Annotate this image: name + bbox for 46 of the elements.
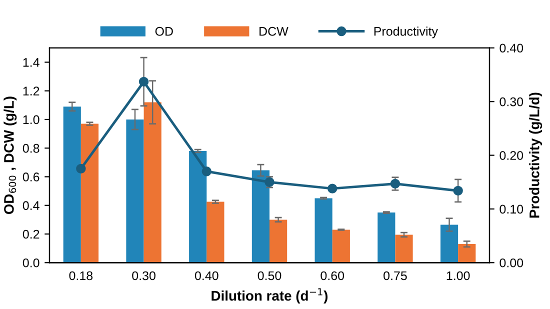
x-tick-label: 0.40 [194, 271, 218, 280]
y-tick-label: 0.6 [22, 172, 40, 182]
point [202, 166, 212, 176]
x-tick-label: 0.30 [132, 271, 156, 280]
bar [378, 212, 396, 263]
bar [252, 170, 270, 263]
bar [270, 220, 288, 263]
point [138, 76, 149, 87]
bar [144, 102, 162, 263]
bar [332, 230, 350, 263]
x-tick-label: 0.60 [320, 271, 344, 280]
point [390, 178, 400, 189]
x-tick-label: 0.50 [258, 271, 282, 280]
bar [314, 198, 332, 263]
y-tick-label: 1.0 [23, 115, 40, 124]
x-axis-title: Dilution rate (d$^{−1}$) [212, 288, 328, 304]
y-tick-label: 0.8 [22, 144, 40, 153]
legend-label: OD [155, 26, 173, 36]
y-tick-label: 0.2 [22, 230, 40, 239]
bar [189, 150, 207, 263]
y-tick-label: 1.2 [23, 86, 40, 96]
y2-axis-title: Productivity (g/L/d) [529, 92, 542, 218]
x-tick-label: 0.18 [69, 271, 93, 280]
y2-tick-label: 0.10 [500, 204, 524, 214]
point [76, 164, 86, 174]
y-tick-label: 1.4 [23, 58, 40, 67]
point [327, 184, 338, 194]
y2-tick-label: 0.30 [500, 97, 524, 106]
point [453, 186, 463, 196]
bar [458, 244, 476, 263]
y-tick-label: 0.0 [22, 258, 40, 268]
y2-tick-label: 0.40 [500, 44, 524, 53]
bar [80, 124, 99, 263]
x-tick-label: 0.75 [384, 271, 407, 280]
y-tick-label: 0.4 [22, 201, 40, 210]
bar [63, 106, 81, 263]
bar [440, 224, 458, 263]
legend-label: DCW [260, 26, 288, 36]
y-axis-title: OD$_{600}$ , DCW (g/L) [4, 96, 17, 214]
bar [395, 234, 413, 263]
bar [206, 202, 224, 263]
legend-label: Productivity [374, 26, 438, 38]
y2-tick-label: 0.00 [500, 258, 524, 268]
x-tick-label: 1.00 [446, 271, 470, 280]
bar [126, 119, 144, 263]
y2-tick-label: 0.20 [500, 151, 524, 160]
